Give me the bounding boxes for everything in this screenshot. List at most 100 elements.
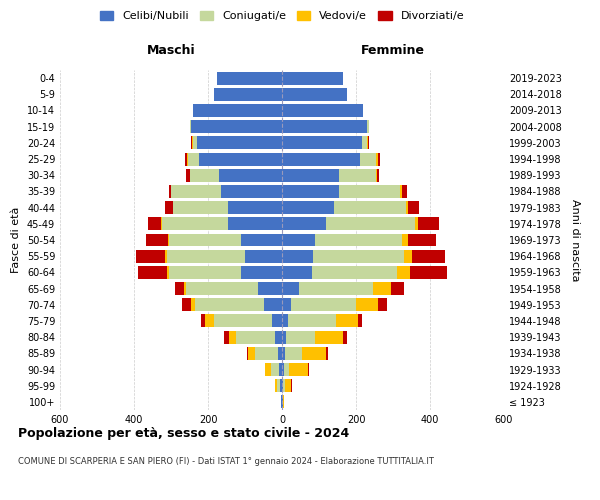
Bar (343, 330, 347, 344)
Bar (187, 152, 188, 166)
Bar (290, 379, 292, 392)
Bar (191, 298, 195, 311)
Bar (173, 201, 229, 214)
Bar (282, 72, 343, 85)
Text: Popolazione per età, sesso e stato civile - 2024: Popolazione per età, sesso e stato civil… (18, 428, 349, 440)
Bar (169, 266, 241, 279)
Bar (184, 282, 186, 295)
Bar (191, 136, 192, 149)
Bar (282, 104, 364, 117)
Bar (415, 218, 418, 230)
Bar (282, 314, 287, 328)
Bar (197, 136, 282, 149)
Bar (291, 298, 356, 311)
Bar (186, 282, 258, 295)
Text: COMUNE DI SCARPERIA E SAN PIERO (FI) - Dati ISTAT 1° gennaio 2024 - Elaborazione: COMUNE DI SCARPERIA E SAN PIERO (FI) - D… (18, 458, 434, 466)
Bar (406, 201, 408, 214)
Bar (334, 201, 406, 214)
Bar (219, 169, 282, 181)
Bar (205, 314, 214, 328)
Bar (136, 250, 166, 262)
Bar (283, 396, 284, 408)
Bar (377, 169, 379, 181)
Bar (282, 363, 284, 376)
Bar (199, 152, 282, 166)
Bar (224, 330, 229, 344)
Bar (282, 152, 360, 166)
Bar (378, 298, 388, 311)
Bar (195, 298, 263, 311)
Bar (247, 347, 248, 360)
Bar (408, 201, 419, 214)
Bar (167, 266, 169, 279)
Bar (214, 88, 282, 101)
Bar (340, 169, 376, 181)
Y-axis label: Fasce di età: Fasce di età (11, 207, 21, 273)
Bar (248, 347, 256, 360)
Bar (161, 218, 162, 230)
Bar (316, 234, 402, 246)
Bar (282, 330, 286, 344)
Bar (340, 185, 400, 198)
Bar (169, 234, 241, 246)
Bar (397, 266, 410, 279)
Bar (282, 379, 283, 392)
Bar (217, 72, 282, 85)
Bar (362, 136, 367, 149)
Bar (263, 298, 282, 311)
Bar (408, 234, 436, 246)
Bar (373, 282, 391, 295)
Bar (378, 152, 380, 166)
Bar (287, 314, 335, 328)
Bar (188, 152, 199, 166)
Bar (302, 347, 326, 360)
Bar (410, 266, 446, 279)
Bar (281, 396, 282, 408)
Bar (285, 347, 302, 360)
Bar (299, 282, 373, 295)
Bar (282, 347, 285, 360)
Bar (171, 185, 221, 198)
Bar (286, 330, 316, 344)
Bar (376, 169, 377, 181)
Bar (214, 314, 272, 328)
Bar (275, 330, 282, 344)
Bar (358, 314, 362, 328)
Bar (282, 298, 291, 311)
Bar (191, 120, 282, 133)
Bar (245, 250, 282, 262)
Bar (391, 282, 404, 295)
Bar (190, 169, 219, 181)
Bar (175, 282, 184, 295)
Bar (367, 120, 369, 133)
Bar (229, 201, 282, 214)
Bar (285, 379, 290, 392)
Bar (282, 120, 367, 133)
Bar (271, 363, 279, 376)
Bar (278, 347, 282, 360)
Bar (282, 396, 283, 408)
Bar (182, 298, 191, 311)
Bar (367, 136, 368, 149)
Bar (275, 379, 277, 392)
Bar (229, 218, 282, 230)
Bar (221, 185, 282, 198)
Bar (272, 314, 282, 328)
Bar (402, 234, 408, 246)
Bar (138, 266, 167, 279)
Bar (282, 136, 362, 149)
Bar (282, 201, 334, 214)
Bar (368, 136, 369, 149)
Bar (168, 234, 169, 246)
Bar (229, 330, 236, 344)
Bar (186, 169, 190, 181)
Bar (282, 282, 299, 295)
Bar (258, 282, 282, 295)
Bar (282, 185, 340, 198)
Bar (335, 314, 358, 328)
Legend: Celibi/Nubili, Coniugati/e, Vedovi/e, Divorziati/e: Celibi/Nubili, Coniugati/e, Vedovi/e, Di… (100, 10, 464, 21)
Text: Maschi: Maschi (146, 44, 196, 57)
Bar (236, 330, 275, 344)
Bar (356, 298, 378, 311)
Bar (360, 152, 376, 166)
